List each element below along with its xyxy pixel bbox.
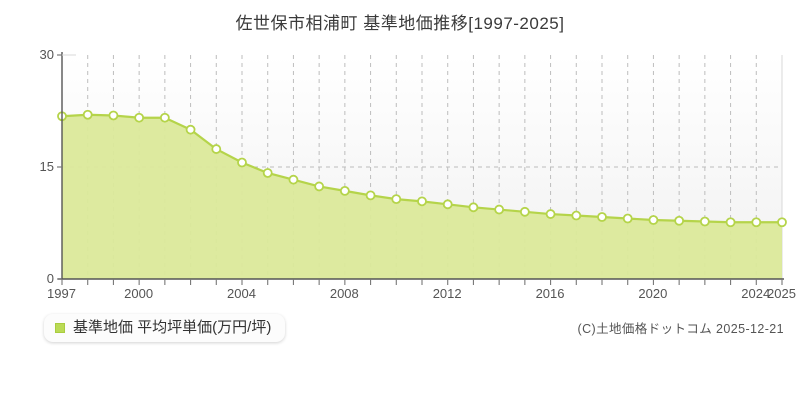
- data-point[interactable]: [725, 217, 736, 228]
- x-axis-tick-label: 2024: [741, 286, 771, 301]
- data-point[interactable]: [365, 190, 376, 201]
- legend-label: 基準地価 平均坪単価(万円/坪): [73, 319, 272, 336]
- data-point[interactable]: [134, 112, 145, 123]
- data-point[interactable]: [211, 144, 222, 154]
- data-point[interactable]: [494, 204, 505, 215]
- data-point[interactable]: [391, 194, 402, 205]
- data-point[interactable]: [597, 212, 607, 222]
- legend-swatch-icon: [55, 322, 65, 333]
- data-point[interactable]: [237, 157, 247, 168]
- x-axis-tick-label: 2025: [767, 286, 796, 301]
- data-point[interactable]: [108, 110, 119, 121]
- data-point[interactable]: [777, 217, 787, 228]
- x-axis-tick-label: 2016: [535, 286, 565, 301]
- data-point[interactable]: [339, 185, 350, 196]
- y-axis-tick-label: 15: [39, 159, 54, 174]
- data-point[interactable]: [159, 112, 170, 123]
- data-point[interactable]: [519, 206, 530, 217]
- data-point[interactable]: [699, 216, 710, 227]
- data-point[interactable]: [82, 109, 93, 120]
- data-point[interactable]: [185, 124, 196, 135]
- y-axis-tick-label: 0: [46, 271, 54, 286]
- x-axis-tick-label: 2008: [329, 286, 359, 301]
- plot-area: [57, 52, 787, 285]
- data-point[interactable]: [648, 215, 659, 225]
- area-fill: [62, 114, 782, 279]
- x-axis-tick-label: 2000: [124, 286, 154, 301]
- x-axis-tick-label: 1997: [47, 286, 76, 301]
- x-axis-tick-label: 2004: [227, 286, 256, 301]
- data-point[interactable]: [468, 202, 479, 213]
- chart-title: 佐世保市相浦町 基準地価推移[1997-2025]: [0, 9, 800, 34]
- data-point[interactable]: [314, 181, 325, 192]
- data-point[interactable]: [622, 213, 633, 224]
- data-point-group: [57, 109, 787, 228]
- data-point[interactable]: [442, 199, 453, 210]
- x-axis-tick-label: 2012: [432, 286, 462, 301]
- x-axis-tick-label: 2020: [638, 286, 668, 301]
- copyright-credit: (C)土地価格ドットコム 2025-12-21: [577, 322, 784, 336]
- y-axis-tick-label: 30: [39, 47, 54, 62]
- chart-plot-svg: [57, 52, 787, 285]
- chart-title-main: 佐世保市相浦町 基準地価推移: [235, 14, 469, 33]
- data-point[interactable]: [262, 168, 273, 178]
- data-point[interactable]: [674, 215, 685, 226]
- data-point[interactable]: [288, 174, 299, 185]
- data-point[interactable]: [417, 196, 427, 207]
- data-point[interactable]: [571, 210, 582, 221]
- chart-title-range: [1997-2025]: [468, 14, 565, 33]
- data-point[interactable]: [545, 209, 556, 219]
- data-point[interactable]: [751, 217, 762, 228]
- chart-legend[interactable]: 基準地価 平均坪単価(万円/坪): [44, 314, 286, 342]
